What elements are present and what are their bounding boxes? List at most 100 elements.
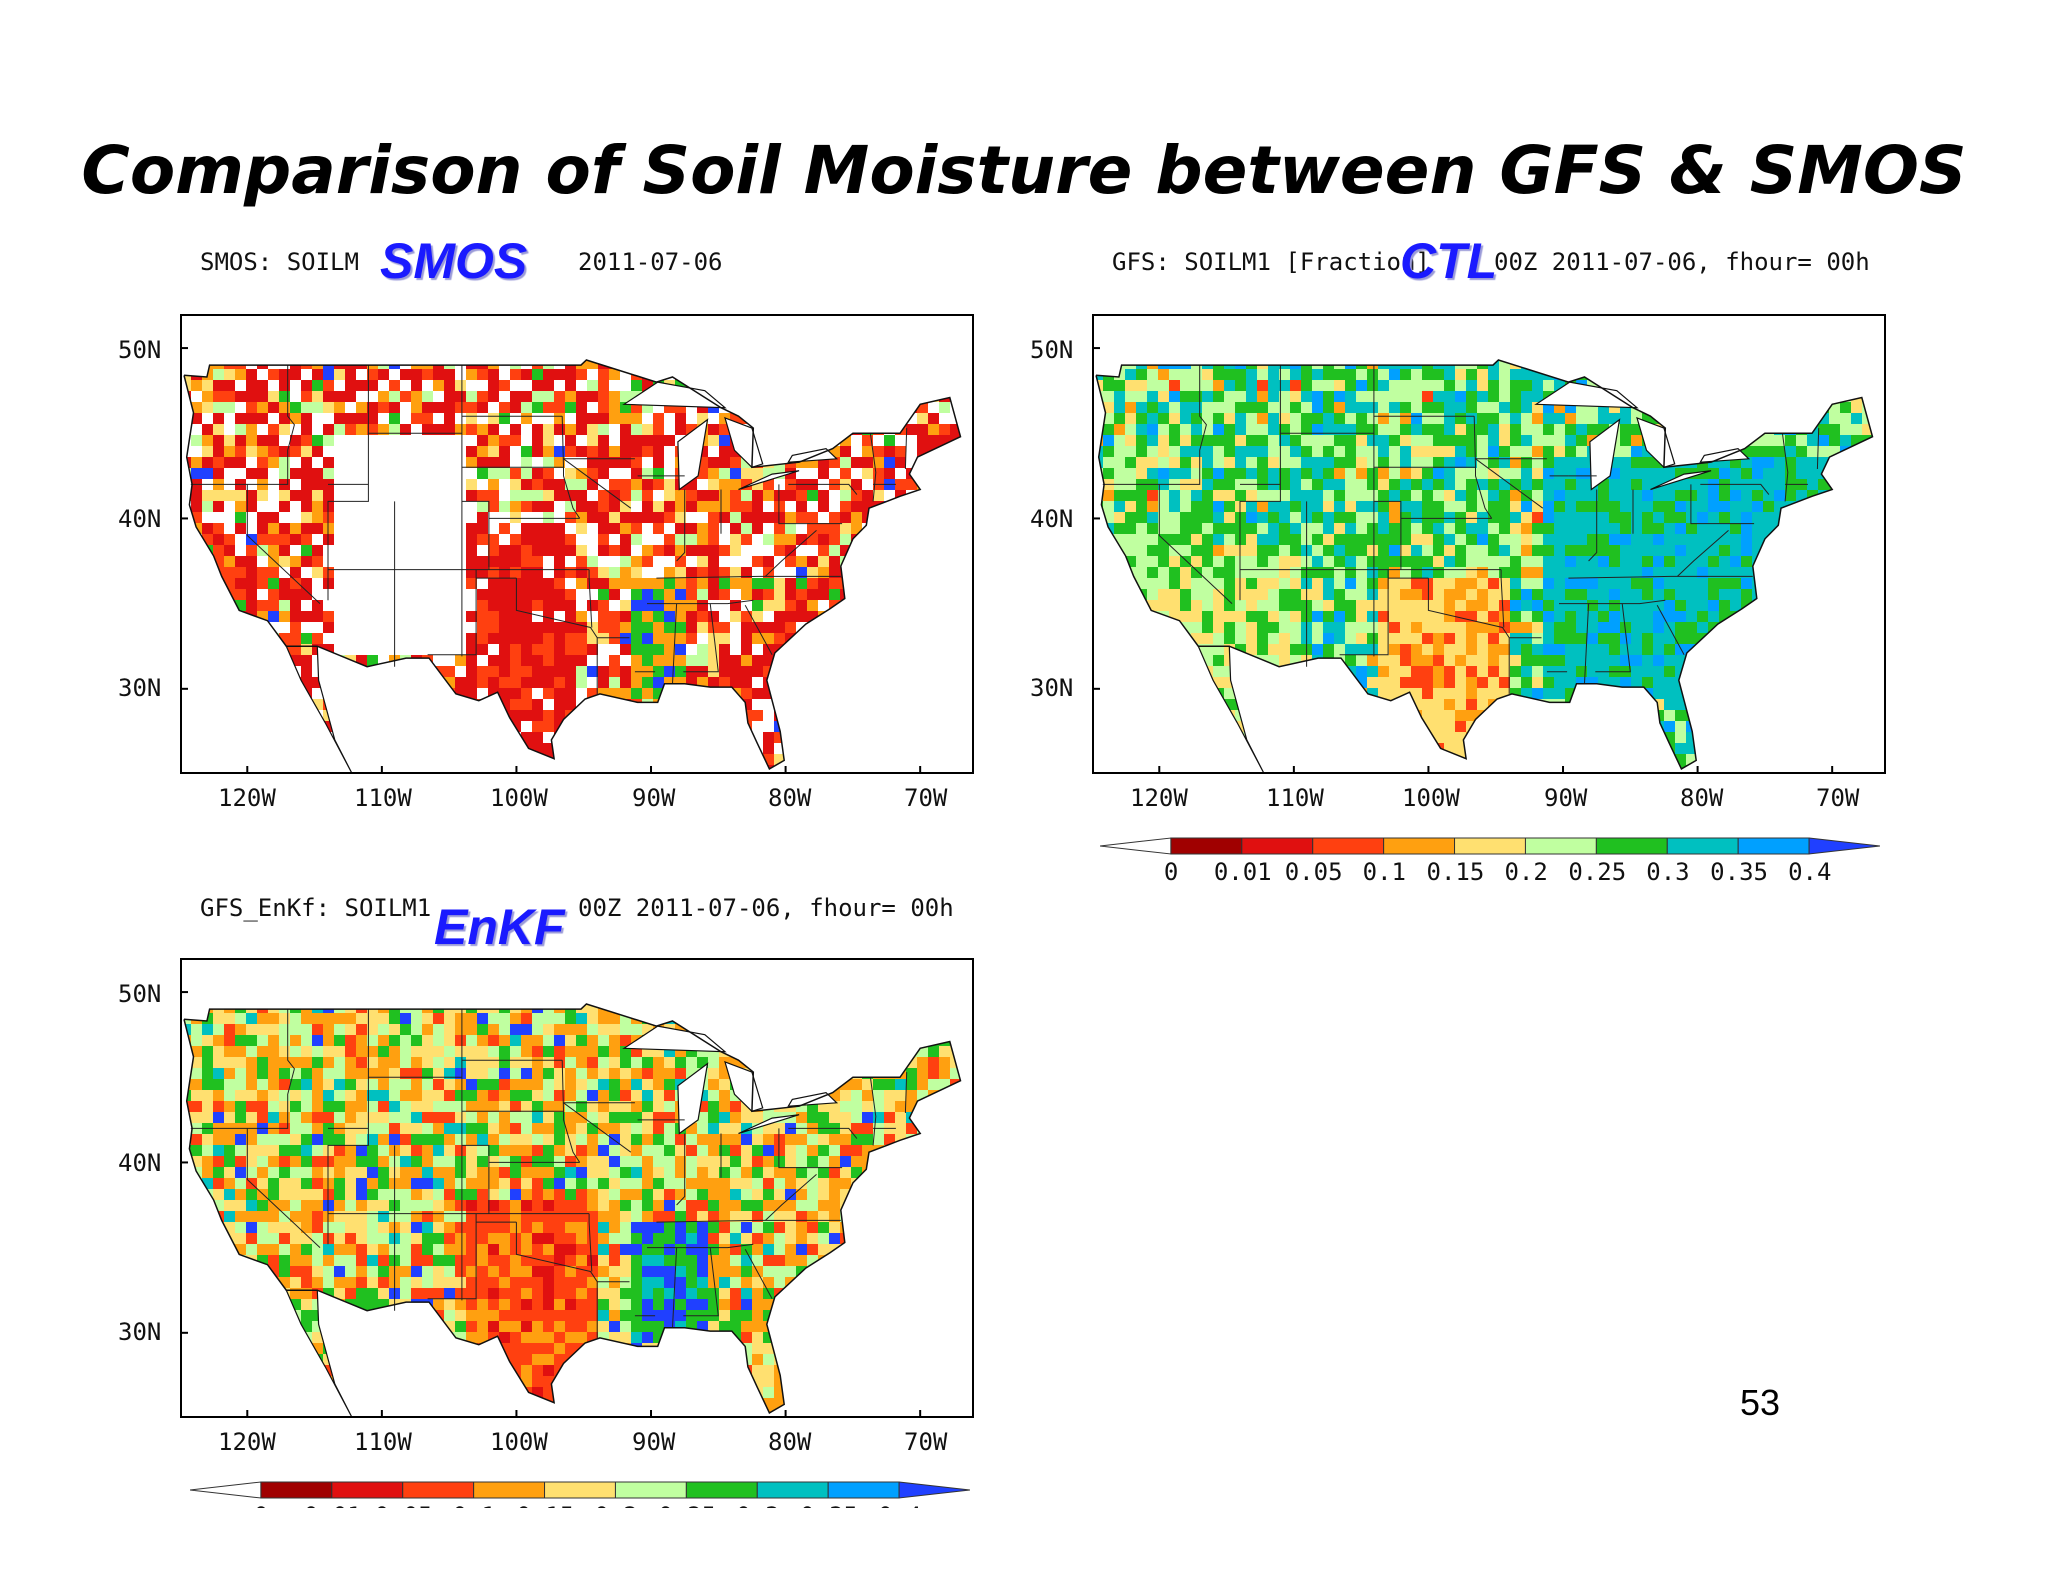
state-boundary [1584,603,1590,684]
map-smos [180,314,974,774]
state-boundary [1781,433,1789,502]
colorbar-label: 0.35 [800,1502,858,1508]
coastline [183,359,962,770]
panel-tag: CTL [1400,233,1498,289]
lat-label: 40N [118,505,162,533]
state-boundary [427,569,477,656]
map-frame [180,314,974,774]
colorbar-segment [1666,837,1739,855]
state-boundary [1158,484,1233,604]
lat-label: 50N [118,980,162,1008]
state-boundary [869,433,877,502]
colorbar-label: 0.35 [1710,858,1768,886]
state-boundary [1475,458,1544,509]
state-boundary [1339,569,1389,656]
state-boundary [461,500,490,570]
lon-label: 120W [218,1428,276,1456]
state-boundary [427,1213,477,1300]
great-lake [738,1114,800,1135]
state-boundary [588,569,593,628]
state-boundary [788,1127,858,1139]
colorbar-segment [1737,837,1810,855]
colorbar-label: 0.1 [453,1502,496,1508]
state-boundary [676,1133,686,1206]
lat-label: 40N [1030,505,1074,533]
colorbar-segment [685,1481,758,1499]
state-boundary [190,1009,295,1129]
state-boundary [1427,578,1510,694]
colorbar-label: 0.4 [1788,858,1832,886]
state-boundary [647,599,754,605]
state-boundary [563,1102,632,1153]
colorbar-enkf [190,1481,970,1499]
colorbar-segment [1312,837,1385,855]
colorbar-label: 0.2 [1504,858,1548,886]
great-lake [724,416,764,468]
colorbar-label: 0.01 [1213,858,1272,886]
state-boundary [683,603,719,673]
great-lake [1534,381,1639,409]
coastline [285,645,353,774]
great-lake [677,1062,709,1135]
state-boundary [683,1247,719,1317]
great-lake [724,1060,764,1112]
colorbar-segment [756,1481,829,1499]
panel-tag: SMOS [380,233,528,289]
colorbar-segment [614,1481,687,1499]
state-boundary [765,530,817,577]
lon-label: 90W [1544,784,1588,812]
state-boundary [1500,569,1505,628]
state-boundary [461,1144,490,1214]
lon-label: 100W [1402,784,1460,812]
lat-label: 40N [118,1149,162,1177]
colorbar-segment [544,1481,616,1499]
state-boundary [656,1219,841,1223]
state-boundary [904,1072,908,1114]
state-boundary [588,1213,593,1272]
colorbar-label: 0.25 [658,1502,716,1508]
colorbar-label: 0.1 [1362,858,1406,886]
panel-header-left: GFS: SOILM1 [Fraction] [1112,248,1430,276]
state-boundary [1568,575,1753,579]
map-enkf [180,958,974,1418]
state-boundary [1102,365,1207,485]
lon-label: 90W [632,784,676,812]
state-boundary [672,603,678,684]
state-boundary [778,1128,843,1169]
state-boundary [647,1243,754,1249]
state-boundary [1595,603,1631,673]
colorbar-label: 0.15 [517,1502,575,1508]
colorbar-segment [1170,837,1243,855]
lon-label: 70W [1816,784,1860,812]
lat-label: 30N [118,1318,162,1346]
lon-label: 90W [632,1428,676,1456]
coastline [1197,645,1265,774]
panel-tag: EnKF [434,899,565,955]
lat-label: 50N [1030,336,1074,364]
colorbar-label: 0.3 [1646,858,1690,886]
colorbar-segment [1808,837,1880,855]
state-boundary [1700,483,1770,495]
state-boundary [656,575,841,579]
panel-header-right: 2011-07-06 [578,248,723,276]
great-lake [622,1025,727,1053]
state-boundary [246,484,321,604]
lon-label: 80W [768,1428,812,1456]
colorbar-label: 0.3 [736,1502,779,1508]
state-boundary [190,365,295,485]
coastline [285,1289,353,1418]
colorbar-segment [898,1481,970,1499]
state-boundary [1588,489,1598,562]
state-boundary [676,489,686,562]
lon-label: 70W [904,1428,948,1456]
colorbar-segment [1524,837,1597,855]
panel-header-right: 00Z 2011-07-06, fhour= 00h [1494,248,1870,276]
state-boundary [1473,416,1493,519]
map-ctl [1092,314,1886,774]
state-boundary [515,578,598,694]
colorbar-segment [827,1481,900,1499]
colorbar-label: 0.05 [375,1502,433,1508]
lat-label: 30N [1030,674,1074,702]
state-boundary [515,1222,598,1338]
panel-header-left: SMOS: SOILM [200,248,359,276]
